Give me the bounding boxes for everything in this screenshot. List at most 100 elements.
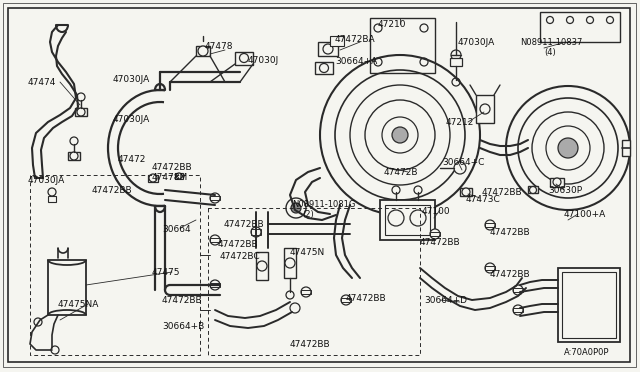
Bar [48,196,56,202]
Circle shape [513,285,523,295]
Bar [251,229,261,235]
Text: 47472BB: 47472BB [92,186,132,195]
Text: 47475N: 47475N [290,248,325,257]
Circle shape [586,16,593,23]
Text: 47472BB: 47472BB [224,220,264,229]
Circle shape [410,210,426,226]
Circle shape [388,210,404,226]
Bar [476,95,494,123]
Text: 47210: 47210 [378,20,406,29]
Text: 47100+A: 47100+A [564,210,606,219]
Bar [330,36,344,46]
Text: 47472BB: 47472BB [490,270,531,279]
Text: 47478M: 47478M [152,173,188,182]
Circle shape [210,280,220,290]
Text: N08911-10837: N08911-10837 [520,38,582,47]
Circle shape [51,346,59,354]
Circle shape [420,24,428,32]
Text: 30664+D: 30664+D [424,296,467,305]
Circle shape [291,203,301,213]
Bar [48,260,86,315]
Text: 47475: 47475 [152,268,180,277]
Bar [68,152,80,160]
Text: 47030J: 47030J [248,56,279,65]
Circle shape [323,44,333,54]
Text: 30664+C: 30664+C [442,158,484,167]
Circle shape [77,108,85,116]
Bar [550,178,564,187]
Bar [450,58,462,66]
Text: 47472BC: 47472BC [220,252,260,261]
Circle shape [392,186,400,194]
Circle shape [392,127,408,143]
Bar [622,140,630,156]
Bar [485,223,495,227]
Circle shape [257,261,267,271]
Circle shape [48,188,56,196]
Text: 47472BB: 47472BB [346,294,387,303]
Text: 47478: 47478 [205,42,234,51]
Bar [284,248,296,278]
Text: 47472BB: 47472BB [218,240,259,249]
Circle shape [290,303,300,313]
Bar [380,200,435,240]
Text: 47030JA: 47030JA [28,176,65,185]
Bar [318,42,338,56]
Bar [485,266,495,270]
Circle shape [454,162,466,174]
Bar [341,298,351,302]
Text: 30630P: 30630P [548,186,582,195]
Text: 30664: 30664 [162,225,191,234]
Text: 47474: 47474 [28,78,56,87]
Circle shape [529,186,536,193]
Text: 30664+A: 30664+A [335,57,377,66]
Circle shape [420,58,428,66]
Circle shape [414,186,422,194]
Bar [558,268,620,342]
Bar [210,283,220,287]
Text: 30664+B: 30664+B [162,322,204,331]
Circle shape [70,152,78,160]
Bar [430,232,440,236]
Bar [210,238,220,242]
Circle shape [286,291,294,299]
Text: 47472BB: 47472BB [152,163,193,172]
Text: 47472BB: 47472BB [482,188,523,197]
Bar [370,18,435,73]
Circle shape [462,188,470,196]
Bar [562,272,616,338]
Circle shape [210,193,220,203]
Circle shape [382,117,418,153]
Bar [75,108,87,116]
Circle shape [374,24,382,32]
Text: 47100: 47100 [422,207,451,216]
Bar [513,308,523,312]
Text: 47030JA: 47030JA [113,115,150,124]
Bar [513,288,523,292]
Bar [315,62,333,74]
Circle shape [558,138,578,158]
Circle shape [480,104,490,114]
Text: 47472BA: 47472BA [335,35,376,44]
Bar [301,290,311,294]
Bar [540,12,620,42]
Circle shape [607,16,614,23]
Text: 47473C: 47473C [466,195,500,204]
Circle shape [452,78,460,86]
Text: 47475NA: 47475NA [58,300,99,309]
Circle shape [176,173,182,179]
Bar [148,175,158,182]
Text: 47472BB: 47472BB [420,238,461,247]
Circle shape [553,178,561,186]
Text: 47472BB: 47472BB [162,296,203,305]
Circle shape [341,295,351,305]
Circle shape [430,229,440,239]
Bar [210,196,220,200]
Bar [528,186,538,193]
Text: 47030JA: 47030JA [458,38,495,47]
Text: 47472: 47472 [118,155,147,164]
Text: 47472BB: 47472BB [290,340,331,349]
Circle shape [566,16,573,23]
Bar [460,188,472,196]
Circle shape [485,263,495,273]
